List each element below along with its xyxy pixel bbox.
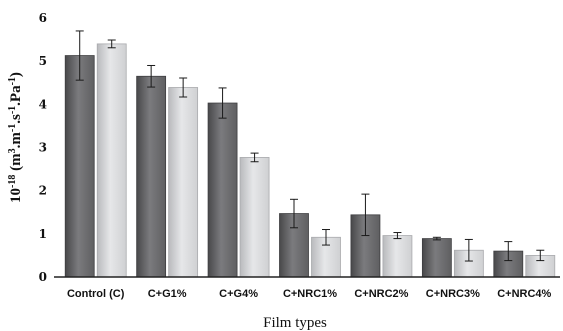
y-axis-ticks: 0 1 2 3 4 5 6 [39,11,47,284]
bar-series-2-5 [453,249,484,278]
bar-series-1-0 [64,55,95,278]
bar-series-2-0 [96,43,127,278]
error-bars [75,30,545,262]
bar-series-2-4 [382,235,413,278]
y-tick-label: 3 [39,141,47,155]
y-tick-label: 6 [39,11,47,25]
x-axis-label: Film types [263,315,327,331]
y-axis-label: 10-18 (m3.m-1.s-1.Pa-1) [7,72,24,203]
x-axis-ticks: Control (C) C+G1% C+G4% C+NRC1% C+NRC2% C+NRC… [67,288,552,300]
y-tick-label: 2 [39,184,47,198]
y-tick-label: 4 [39,97,47,111]
bars [64,43,556,278]
y-tick-label: 1 [39,227,47,241]
bar-series-1-2 [207,102,238,278]
y-tick-label: 5 [39,54,47,68]
bar-series-1-1 [136,75,167,278]
x-tick-label: C+NRC2% [354,288,408,300]
x-tick-label: C+G4% [219,288,258,300]
bar-series-2-2 [239,157,270,278]
x-tick-label: C+NRC1% [283,288,337,300]
x-tick-label: C+G1% [148,288,187,300]
x-tick-label: C+NRC3% [426,288,480,300]
bar-series-1-5 [421,238,452,278]
x-tick-label: C+NRC4% [497,288,551,300]
y-tick-label: 0 [39,270,47,284]
x-tick-label: Control (C) [67,288,125,300]
bar-series-2-1 [168,87,199,278]
